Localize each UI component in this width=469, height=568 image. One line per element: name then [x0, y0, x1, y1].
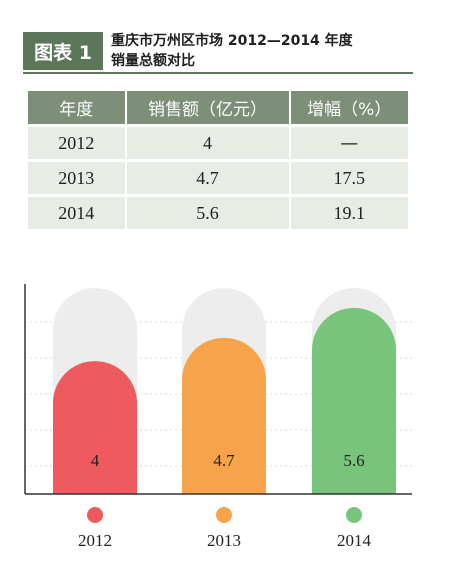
figure-title: 重庆市万州区市场 2012—2014 年度 销量总额对比	[111, 31, 411, 71]
table-header-row: 年度 销售额（亿元） 增幅（%）	[28, 91, 408, 124]
cell-sales: 5.6	[126, 197, 289, 229]
sales-table: 年度 销售额（亿元） 增幅（%） 2012 4 — 2013 4.7 17.5 …	[26, 88, 410, 232]
cell-growth: 17.5	[290, 162, 408, 194]
cell-year: 2013	[28, 162, 125, 194]
figure-badge: 图表 1	[23, 32, 103, 70]
header-growth: 增幅（%）	[290, 91, 408, 124]
value-label: 4	[91, 451, 100, 470]
table-row: 2012 4 —	[28, 127, 408, 159]
value-label: 5.6	[343, 451, 364, 470]
title-line-2: 销量总额对比	[111, 53, 195, 69]
cell-sales: 4	[126, 127, 289, 159]
category-dot	[216, 507, 232, 523]
sales-bar-chart: 4 2012 4.7 2013 5.6 2014	[24, 284, 412, 550]
cell-year: 2012	[28, 127, 125, 159]
table-row: 2014 5.6 19.1	[28, 197, 408, 229]
category-label: 2014	[337, 531, 372, 550]
category-dot	[346, 507, 362, 523]
title-underline	[23, 72, 413, 74]
cell-growth: —	[290, 127, 408, 159]
cell-growth: 19.1	[290, 197, 408, 229]
cell-year: 2014	[28, 197, 125, 229]
cell-sales: 4.7	[126, 162, 289, 194]
category-dot	[87, 507, 103, 523]
bar-2013	[182, 337, 266, 494]
title-line-1: 重庆市万州区市场 2012—2014 年度	[111, 33, 353, 49]
value-label: 4.7	[213, 451, 235, 470]
category-label: 2013	[207, 531, 241, 550]
bar-2014	[312, 307, 396, 494]
category-label: 2012	[78, 531, 112, 550]
table-row: 2013 4.7 17.5	[28, 162, 408, 194]
header-sales: 销售额（亿元）	[126, 91, 289, 124]
bar-2012	[53, 361, 137, 494]
header-year: 年度	[28, 91, 125, 124]
